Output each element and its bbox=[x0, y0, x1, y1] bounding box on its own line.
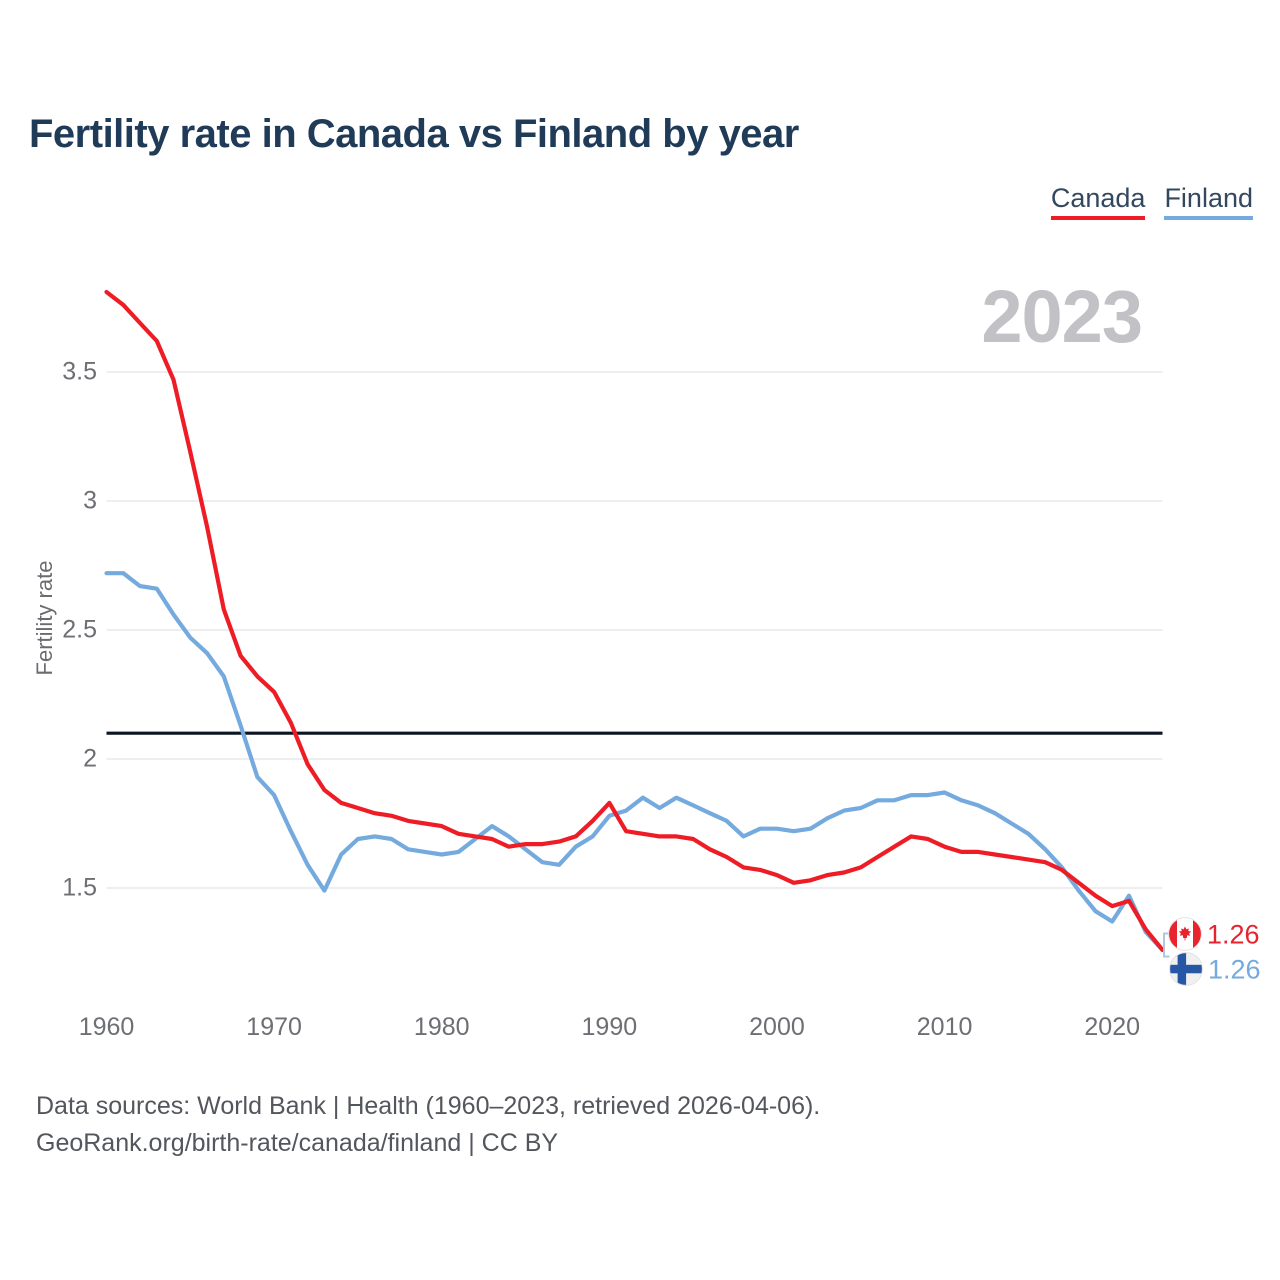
y-tick-label: 2 bbox=[83, 744, 97, 773]
x-tick-label: 1980 bbox=[413, 1013, 470, 1041]
gridlines bbox=[106, 371, 1163, 889]
y-tick-label: 1.5 bbox=[62, 873, 97, 902]
finland-flag-icon bbox=[1169, 952, 1203, 986]
watermark-year: 2023 bbox=[981, 275, 1143, 358]
legend: Canada Finland bbox=[1050, 184, 1253, 221]
x-tick-label: 2010 bbox=[916, 1013, 973, 1041]
canada-flag-icon bbox=[1168, 917, 1202, 951]
legend-item-canada[interactable]: Canada bbox=[1050, 184, 1146, 221]
footer-sources: Data sources: World Bank | Health (1960–… bbox=[36, 1088, 820, 1162]
finland-line[interactable] bbox=[104, 571, 1165, 953]
y-tick-label: 3.5 bbox=[62, 357, 97, 386]
end-label-connector bbox=[1163, 932, 1170, 958]
end-label-value-canada: 1.26 bbox=[1207, 919, 1260, 950]
x-tick-label: 1960 bbox=[78, 1013, 135, 1041]
x-tick-label: 1970 bbox=[246, 1013, 302, 1041]
chart-title: Fertility rate in Canada vs Finland by y… bbox=[29, 112, 799, 156]
footer-source-line2: GeoRank.org/birth-rate/canada/finland | … bbox=[36, 1129, 559, 1157]
x-tick-label: 2000 bbox=[749, 1013, 805, 1041]
x-tick-label: 1990 bbox=[581, 1013, 638, 1041]
canada-line[interactable] bbox=[104, 289, 1165, 953]
legend-item-finland[interactable]: Finland bbox=[1164, 184, 1253, 221]
end-label-value-finland: 1.26 bbox=[1208, 954, 1261, 985]
footer-source-line1: Data sources: World Bank | Health (1960–… bbox=[36, 1092, 821, 1120]
x-tick-label: 2020 bbox=[1084, 1013, 1141, 1041]
y-tick-label: 2.5 bbox=[62, 615, 97, 644]
y-tick-label: 3 bbox=[83, 486, 97, 515]
